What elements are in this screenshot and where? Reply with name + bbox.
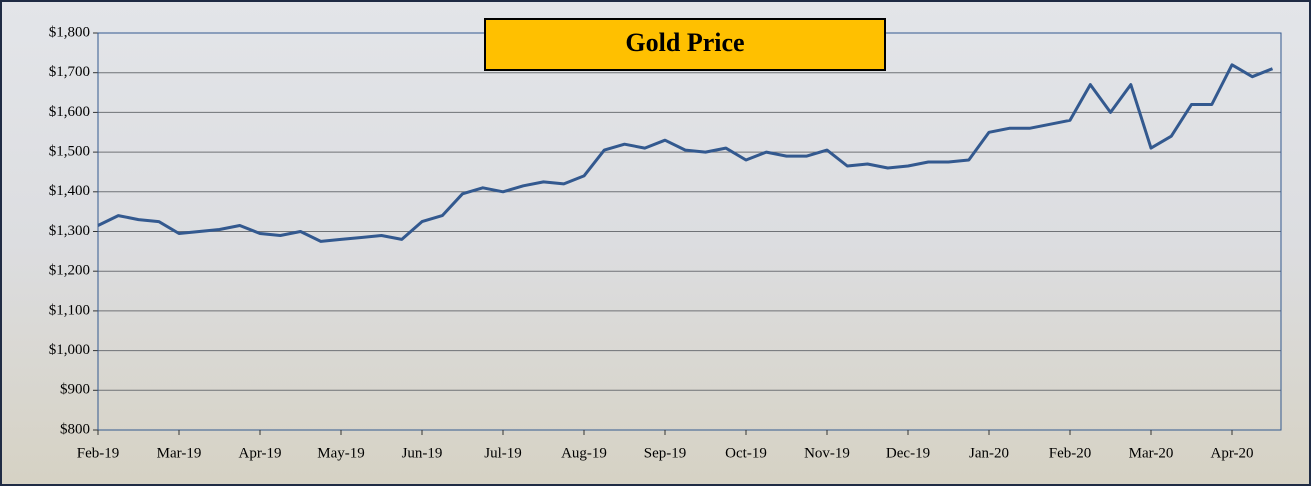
x-tick-label: Apr-19 (238, 445, 281, 461)
x-tick-label: Feb-19 (77, 445, 120, 461)
y-tick-label: $1,000 (49, 342, 90, 358)
x-tick-label: Mar-19 (157, 445, 202, 461)
y-tick-label: $800 (60, 421, 90, 437)
title-box (484, 18, 886, 71)
y-tick-label: $1,100 (49, 302, 90, 318)
y-tick-label: $1,500 (49, 144, 90, 160)
x-tick-label: Sep-19 (644, 445, 687, 461)
y-tick-label: $1,800 (49, 24, 90, 40)
x-tick-label: Jul-19 (484, 445, 522, 461)
y-tick-label: $900 (60, 382, 90, 398)
x-tick-label: Jan-20 (969, 445, 1009, 461)
chart-title: Gold Price (625, 28, 744, 57)
x-tick-label: Mar-20 (1129, 445, 1174, 461)
x-tick-label: Jun-19 (402, 445, 443, 461)
x-tick-label: May-19 (317, 445, 365, 461)
x-tick-label: Nov-19 (804, 445, 850, 461)
x-tick-label: Oct-19 (725, 445, 767, 461)
y-tick-label: $1,700 (49, 64, 90, 80)
y-tick-label: $1,400 (49, 183, 90, 199)
y-tick-label: $1,600 (49, 104, 90, 120)
x-tick-label: Feb-20 (1049, 445, 1092, 461)
price-line (97, 63, 1274, 243)
y-tick-label: $1,200 (49, 263, 90, 279)
y-tick-label: $1,300 (49, 223, 90, 239)
x-tick-label: Dec-19 (886, 445, 930, 461)
x-tick-label: Apr-20 (1210, 445, 1253, 461)
x-tick-label: Aug-19 (561, 445, 607, 461)
plot-area: $800 $900 $1,000 $1,100 $1,200 $1,300 $1,400 $1… (49, 24, 1282, 461)
